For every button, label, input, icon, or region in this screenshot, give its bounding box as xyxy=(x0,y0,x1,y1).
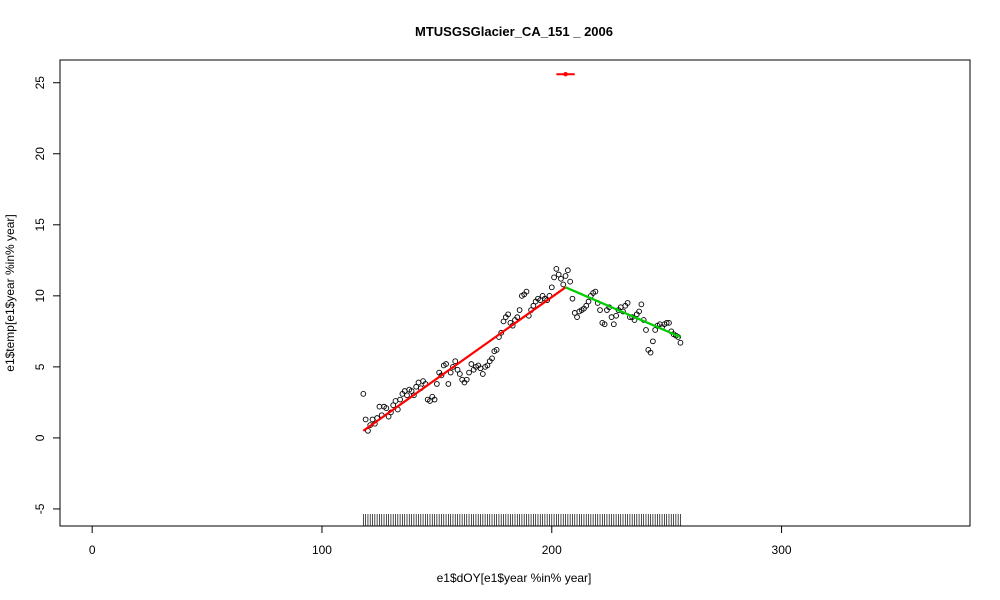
data-point xyxy=(438,372,445,379)
x-axis: 0 100 200 300 xyxy=(89,525,792,557)
data-point xyxy=(392,398,399,404)
data-point xyxy=(548,284,555,291)
data-point xyxy=(555,271,562,278)
breakpoint-marker xyxy=(556,72,575,77)
y-tick-label: 25 xyxy=(33,76,47,90)
x-tick-label: 100 xyxy=(312,543,332,557)
y-axis: -5 0 5 10 15 20 25 xyxy=(33,76,61,514)
data-point xyxy=(565,267,571,274)
data-point xyxy=(624,300,631,306)
data-point xyxy=(454,366,461,373)
data-point xyxy=(443,361,449,367)
y-tick-label: -5 xyxy=(33,503,47,514)
data-point xyxy=(523,288,530,295)
data-point xyxy=(456,371,463,377)
data-point xyxy=(643,327,649,333)
y-axis-label: e1$temp[e1$year %in% year] xyxy=(3,214,17,371)
data-point xyxy=(652,327,659,333)
data-point xyxy=(505,311,511,318)
data-point xyxy=(544,297,551,303)
data-point xyxy=(484,362,491,369)
data-point xyxy=(479,371,486,377)
data-point xyxy=(608,314,615,321)
data-point xyxy=(434,381,440,387)
data-point xyxy=(675,334,682,340)
data-point xyxy=(597,307,603,313)
data-point xyxy=(613,312,619,319)
data-point xyxy=(585,298,592,305)
y-tick-label: 15 xyxy=(33,218,47,232)
data-point xyxy=(569,295,576,302)
data-point xyxy=(663,319,670,326)
data-point xyxy=(650,338,656,345)
data-point xyxy=(445,381,452,387)
data-point xyxy=(498,329,505,336)
y-tick-label: 5 xyxy=(33,363,47,370)
data-point xyxy=(647,349,654,356)
fit-line-before xyxy=(362,286,567,432)
chart-title: MTUSGSGlacier_CA_151 _ 2006 xyxy=(415,24,613,39)
data-point xyxy=(514,314,521,321)
data-point xyxy=(553,265,560,272)
data-point xyxy=(562,273,569,279)
data-point xyxy=(404,392,410,399)
fit-line-after xyxy=(565,286,681,339)
y-tick-label: 0 xyxy=(33,434,47,441)
x-tick-label: 0 xyxy=(89,543,96,557)
data-point xyxy=(362,416,369,423)
data-point xyxy=(360,391,367,397)
breakpoint-point xyxy=(563,72,568,77)
data-point xyxy=(583,302,590,309)
data-point xyxy=(677,339,684,346)
x-axis-label: e1$dOY[e1$year %in% year] xyxy=(437,571,592,585)
data-point xyxy=(560,281,567,288)
data-point xyxy=(558,275,564,282)
data-point xyxy=(601,321,608,328)
data-point xyxy=(638,301,645,308)
data-point xyxy=(466,369,472,376)
data-point xyxy=(530,302,537,309)
y-tick-label: 10 xyxy=(33,289,47,303)
data-point xyxy=(376,403,383,410)
data-point xyxy=(592,288,599,295)
data-point xyxy=(450,364,456,370)
data-point xyxy=(390,402,397,409)
y-tick-label: 20 xyxy=(33,147,47,161)
plot-frame xyxy=(59,59,971,527)
data-point xyxy=(452,358,459,365)
data-point xyxy=(468,361,475,367)
data-point xyxy=(574,314,580,321)
fit-lines xyxy=(362,286,681,432)
x-tick-label: 200 xyxy=(542,543,562,557)
data-point xyxy=(431,396,438,403)
x-tick-label: 300 xyxy=(772,543,792,557)
data-point xyxy=(463,376,470,383)
data-point xyxy=(567,278,574,285)
data-point xyxy=(397,396,403,403)
rug-marks xyxy=(362,514,681,526)
data-point xyxy=(610,321,617,328)
data-point xyxy=(551,274,557,281)
data-point xyxy=(408,388,415,394)
data-point xyxy=(493,346,500,353)
data-points xyxy=(360,265,684,434)
data-point xyxy=(666,319,672,326)
data-point xyxy=(489,355,495,362)
data-point xyxy=(500,318,507,325)
data-point xyxy=(636,308,642,315)
data-point xyxy=(383,405,390,411)
data-point xyxy=(516,307,523,313)
data-point xyxy=(415,379,422,386)
